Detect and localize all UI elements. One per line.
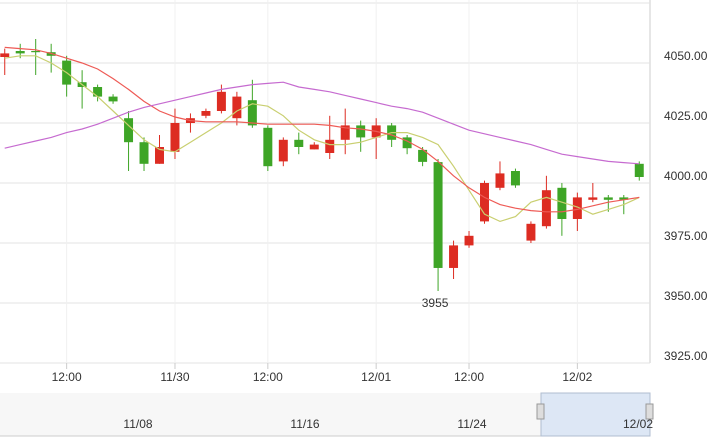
candle-body: [402, 137, 412, 149]
candle-body: [31, 51, 41, 53]
candle-body: [541, 190, 551, 227]
navigator-selection[interactable]: [540, 392, 651, 437]
navigator-label: 11/16: [290, 417, 319, 431]
candle-body: [495, 173, 505, 188]
navigator-label: 11/08: [123, 417, 152, 431]
candle-body: [557, 187, 567, 219]
y-tick-label: 4050.00: [664, 49, 708, 63]
candle-body: [619, 197, 629, 200]
candle-body: [247, 100, 257, 126]
x-tick-label: 12/01: [361, 370, 391, 384]
candle-body: [340, 125, 350, 140]
x-tick-label: 12/02: [562, 370, 592, 384]
candle-body: [201, 111, 211, 116]
candle-body: [634, 163, 644, 177]
x-tick-label: 11/30: [160, 370, 189, 384]
y-tick-label: 4075.00: [664, 0, 708, 3]
navigator-handle[interactable]: [536, 403, 545, 420]
candle-body: [263, 127, 273, 167]
y-tick-label: 4000.00: [664, 169, 708, 183]
ma-line: [4, 81, 640, 165]
candle-body: [170, 123, 180, 152]
x-tick-label: 12:00: [253, 370, 283, 384]
y-tick-label: 4025.00: [664, 109, 708, 123]
candle-body: [356, 125, 366, 138]
candle-body: [108, 96, 118, 102]
candle-body: [232, 96, 242, 119]
candle-body: [510, 171, 520, 186]
candle-body: [216, 91, 226, 111]
x-tick-label: 12:00: [52, 370, 82, 384]
candle-body: [93, 87, 103, 97]
candle-body: [449, 245, 459, 268]
low-label: 3955: [422, 296, 449, 310]
ma-line: [4, 55, 640, 223]
candle-body: [526, 223, 536, 241]
candle-body: [155, 147, 164, 164]
candle-body: [0, 53, 10, 57]
candle-body: [325, 139, 335, 153]
candle-body: [433, 162, 443, 268]
y-tick-label: 3975.00: [664, 229, 708, 243]
candle-body: [418, 149, 428, 162]
candle-body: [480, 183, 489, 222]
navigator-label: 12/02: [623, 417, 653, 431]
candle-body: [124, 118, 134, 143]
candle-body: [278, 139, 288, 162]
candle-body: [588, 197, 598, 200]
ma-line: [4, 46, 640, 213]
candle-body: [309, 144, 319, 150]
navigator-label: 11/24: [457, 417, 486, 431]
candle-body: [139, 142, 149, 164]
candle-body: [15, 51, 25, 54]
y-tick-label: 3925.00: [664, 349, 708, 363]
candle-body: [572, 197, 582, 219]
y-tick-label: 3950.00: [664, 289, 708, 303]
candle-body: [603, 197, 613, 200]
candle-body: [464, 235, 474, 246]
x-tick-label: 12:00: [454, 370, 484, 384]
navigator-handle[interactable]: [645, 403, 654, 420]
candle-body: [294, 139, 304, 147]
